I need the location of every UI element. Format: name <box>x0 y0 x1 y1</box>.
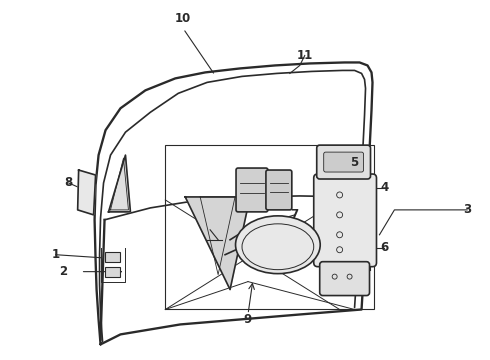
Text: 3: 3 <box>463 203 471 216</box>
Text: 6: 6 <box>380 241 389 254</box>
Polygon shape <box>185 197 250 289</box>
FancyBboxPatch shape <box>266 170 292 210</box>
Text: 7: 7 <box>291 208 299 221</box>
Bar <box>104 252 121 262</box>
Text: 10: 10 <box>175 12 192 25</box>
Polygon shape <box>77 170 96 215</box>
Text: 11: 11 <box>296 49 313 62</box>
FancyBboxPatch shape <box>319 262 369 296</box>
FancyBboxPatch shape <box>314 174 376 267</box>
Polygon shape <box>108 155 130 212</box>
Text: 2: 2 <box>59 265 67 278</box>
FancyBboxPatch shape <box>317 145 370 179</box>
FancyBboxPatch shape <box>236 168 268 212</box>
Text: 8: 8 <box>65 176 73 189</box>
Bar <box>165 145 374 310</box>
Ellipse shape <box>236 216 320 274</box>
Text: 1: 1 <box>51 248 60 261</box>
Text: 5: 5 <box>350 156 359 168</box>
Text: 4: 4 <box>380 181 389 194</box>
FancyBboxPatch shape <box>324 152 364 172</box>
Text: 9: 9 <box>244 313 252 326</box>
Bar <box>104 267 121 276</box>
